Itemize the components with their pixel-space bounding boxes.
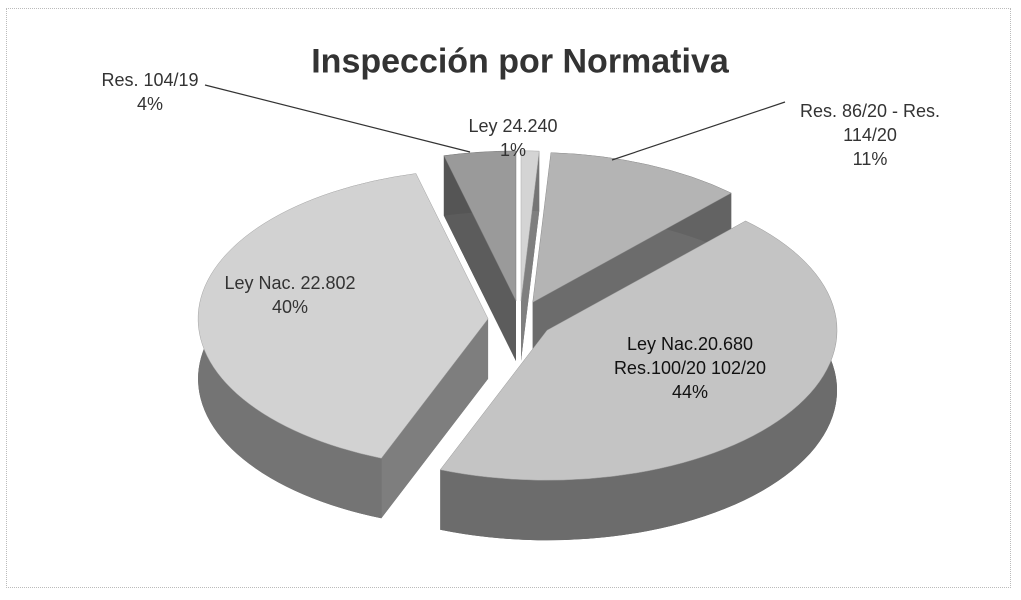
- percent-label: 11%: [852, 149, 888, 169]
- percent-label: 40%: [271, 297, 309, 317]
- slice: [439, 220, 838, 541]
- slice: [197, 173, 489, 519]
- data-label: Res. 86/20 - Res. 114/20 11%: [780, 99, 960, 171]
- slice-top: [532, 152, 732, 303]
- data-label: Ley Nac. 22.802 40%: [205, 271, 375, 319]
- slice: [520, 150, 540, 361]
- slice-top: [443, 150, 517, 302]
- data-label: Res. 104/19 4%: [85, 68, 215, 116]
- category-label: Ley Nac. 22.802: [224, 273, 356, 293]
- category-label: Res. 104/19: [101, 70, 199, 90]
- slice-wall: [440, 220, 838, 541]
- data-label: Ley 24.240 1%: [458, 114, 568, 162]
- leader-line: [204, 84, 471, 153]
- percent-label: 1%: [499, 140, 526, 160]
- slice: [443, 150, 517, 361]
- category-label: Ley 24.240: [468, 116, 558, 136]
- slice-top: [439, 220, 838, 481]
- chart-title: Inspección por Normativa: [311, 42, 729, 81]
- leader-line: [611, 101, 786, 161]
- percent-label: 44%: [671, 382, 709, 402]
- category-label: Ley Nac.20.680 Res.100/20 102/20: [613, 334, 767, 378]
- data-label: Ley Nac.20.680 Res.100/20 102/20 44%: [610, 332, 770, 404]
- slice-side: [381, 318, 489, 519]
- chart-frame: [6, 8, 1011, 588]
- percent-label: 4%: [136, 94, 163, 114]
- slice-top: [520, 150, 540, 301]
- category-label: Res. 86/20 - Res. 114/20: [799, 101, 941, 145]
- slice-top: [197, 173, 489, 459]
